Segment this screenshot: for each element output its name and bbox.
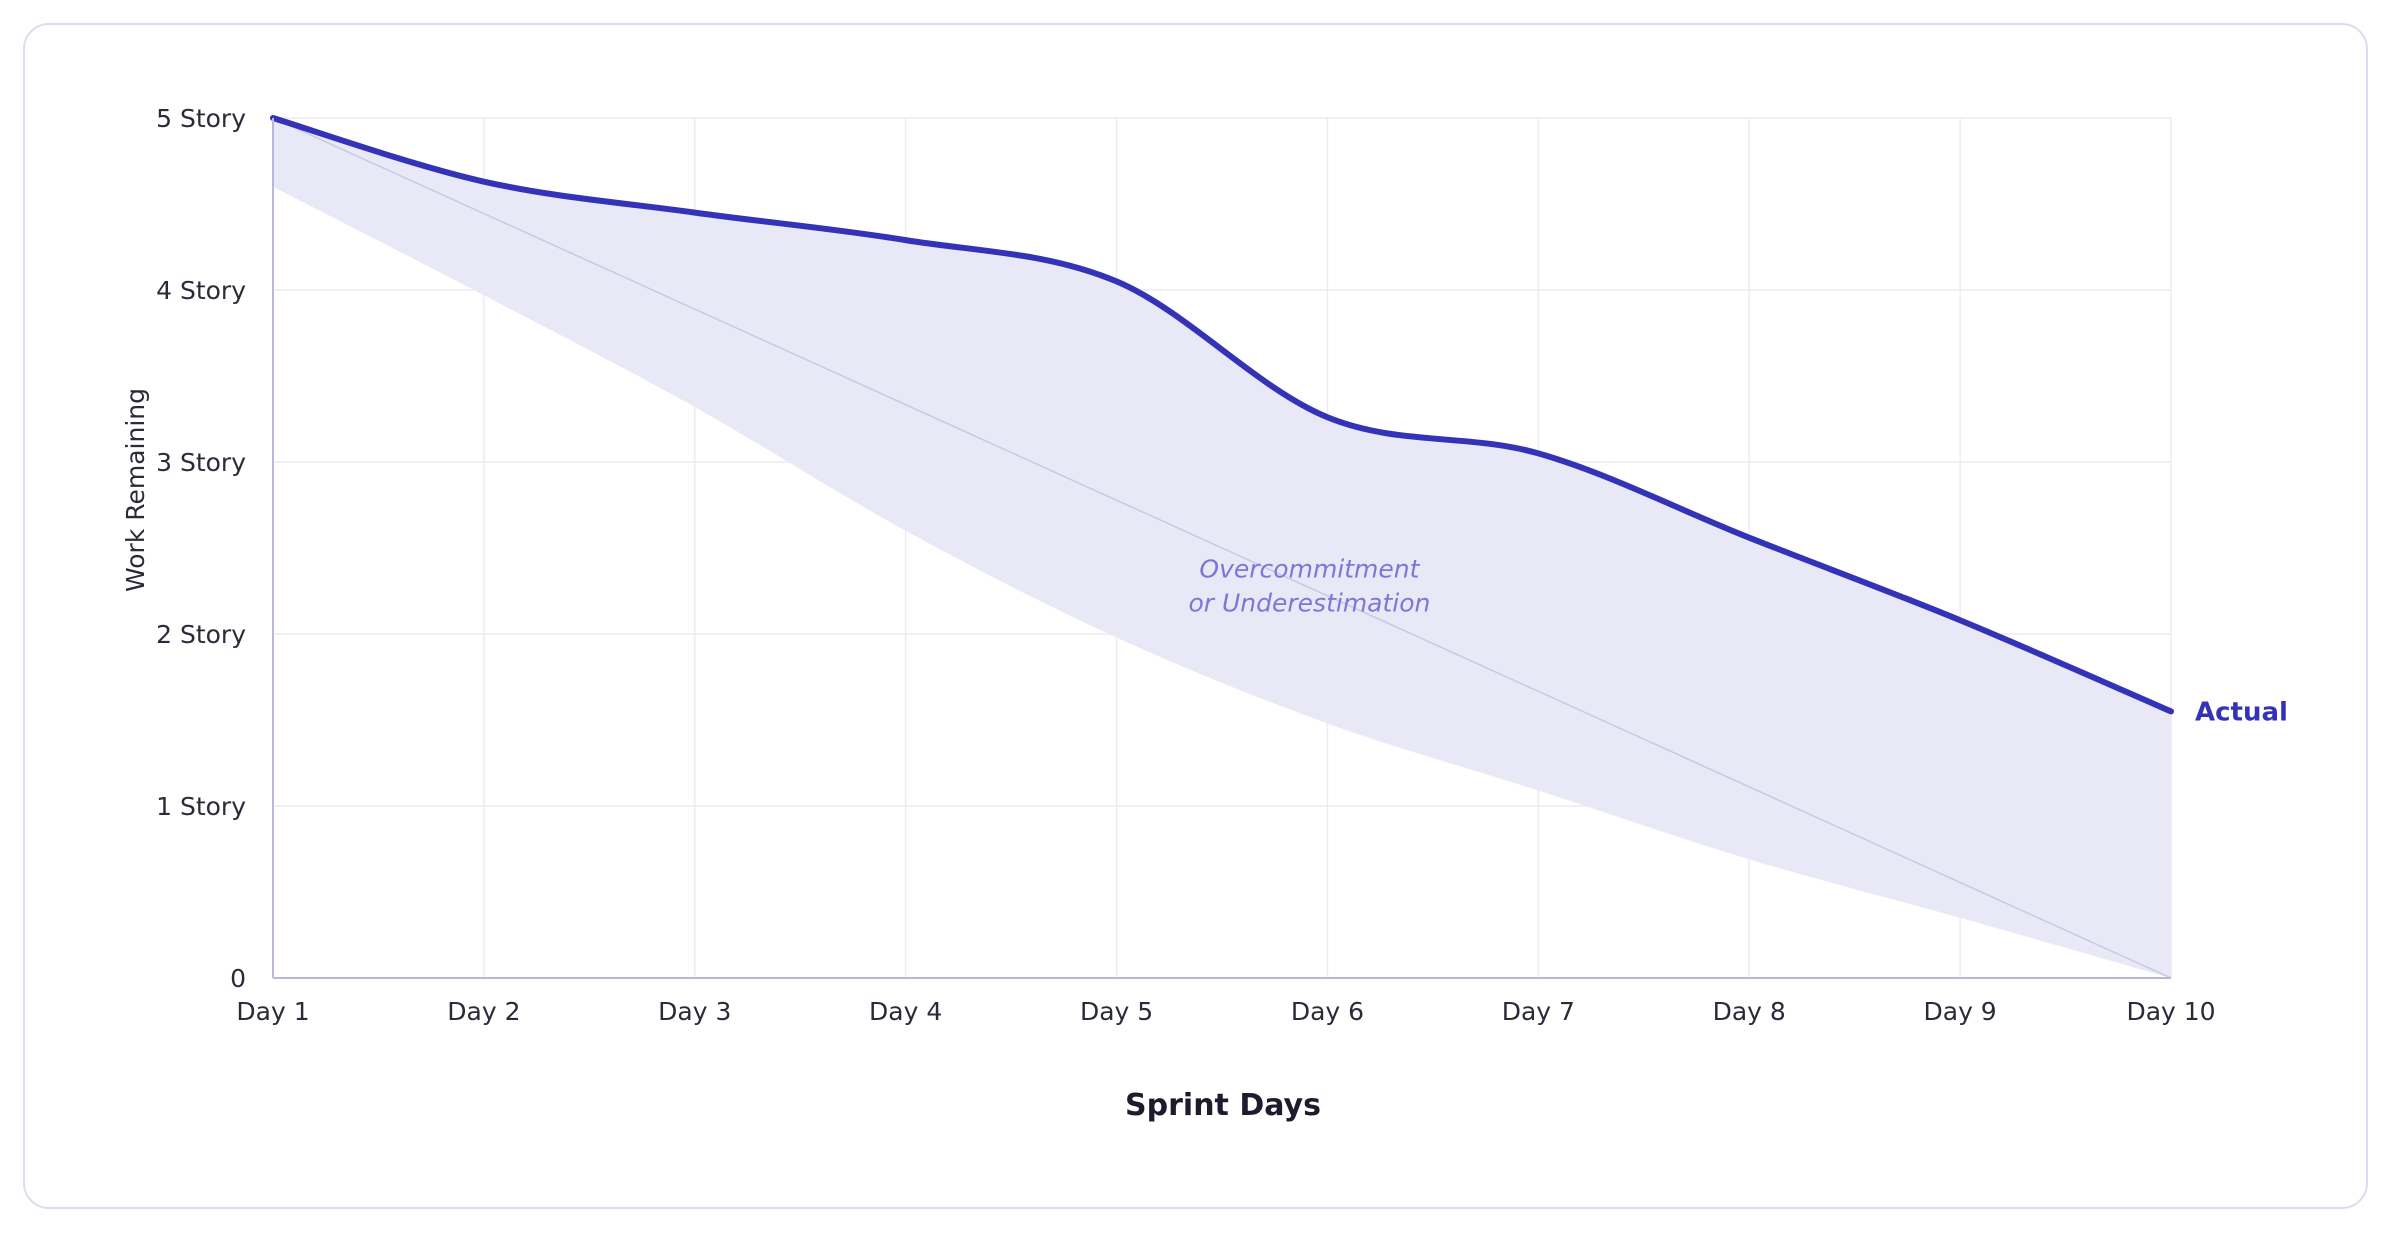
y-tick-labels: 0 1 Story 2 Story 3 Story 4 Story 5 Story — [156, 104, 246, 993]
ideal-line — [272, 117, 2172, 979]
y-tick-label-0: 0 — [230, 964, 246, 993]
x-tick-label-2: Day 3 — [658, 997, 731, 1026]
actual-line — [270, 115, 2174, 715]
x-axis-title: Sprint Days — [1125, 1088, 1321, 1123]
x-tick-label-9: Day 10 — [2126, 997, 2215, 1026]
x-tick-label-0: Day 1 — [236, 997, 309, 1026]
annotation-line-2: or Underestimation — [1188, 589, 1430, 618]
series-label-actual: Actual — [2195, 697, 2288, 727]
y-tick-label-5: 5 Story — [156, 104, 246, 133]
x-tick-label-6: Day 7 — [1502, 997, 1575, 1026]
x-tick-label-1: Day 2 — [447, 997, 520, 1026]
y-tick-label-1: 1 Story — [156, 792, 246, 821]
x-tick-label-3: Day 4 — [869, 997, 942, 1026]
x-tick-label-4: Day 5 — [1080, 997, 1153, 1026]
axes — [272, 118, 2171, 979]
x-tick-label-7: Day 8 — [1713, 997, 1786, 1026]
y-tick-label-4: 4 Story — [156, 276, 246, 305]
y-tick-label-2: 2 Story — [156, 620, 246, 649]
x-tick-label-5: Day 6 — [1291, 997, 1364, 1026]
y-tick-label-3: 3 Story — [156, 448, 246, 477]
x-tick-labels: Day 1 Day 2 Day 3 Day 4 Day 5 Day 6 Day 7 Day 8… — [236, 997, 2215, 1026]
y-axis-title: Work Remaining — [121, 388, 150, 592]
annotation-line-1: Overcommitment — [1199, 555, 1420, 584]
x-tick-label-8: Day 9 — [1924, 997, 1997, 1026]
